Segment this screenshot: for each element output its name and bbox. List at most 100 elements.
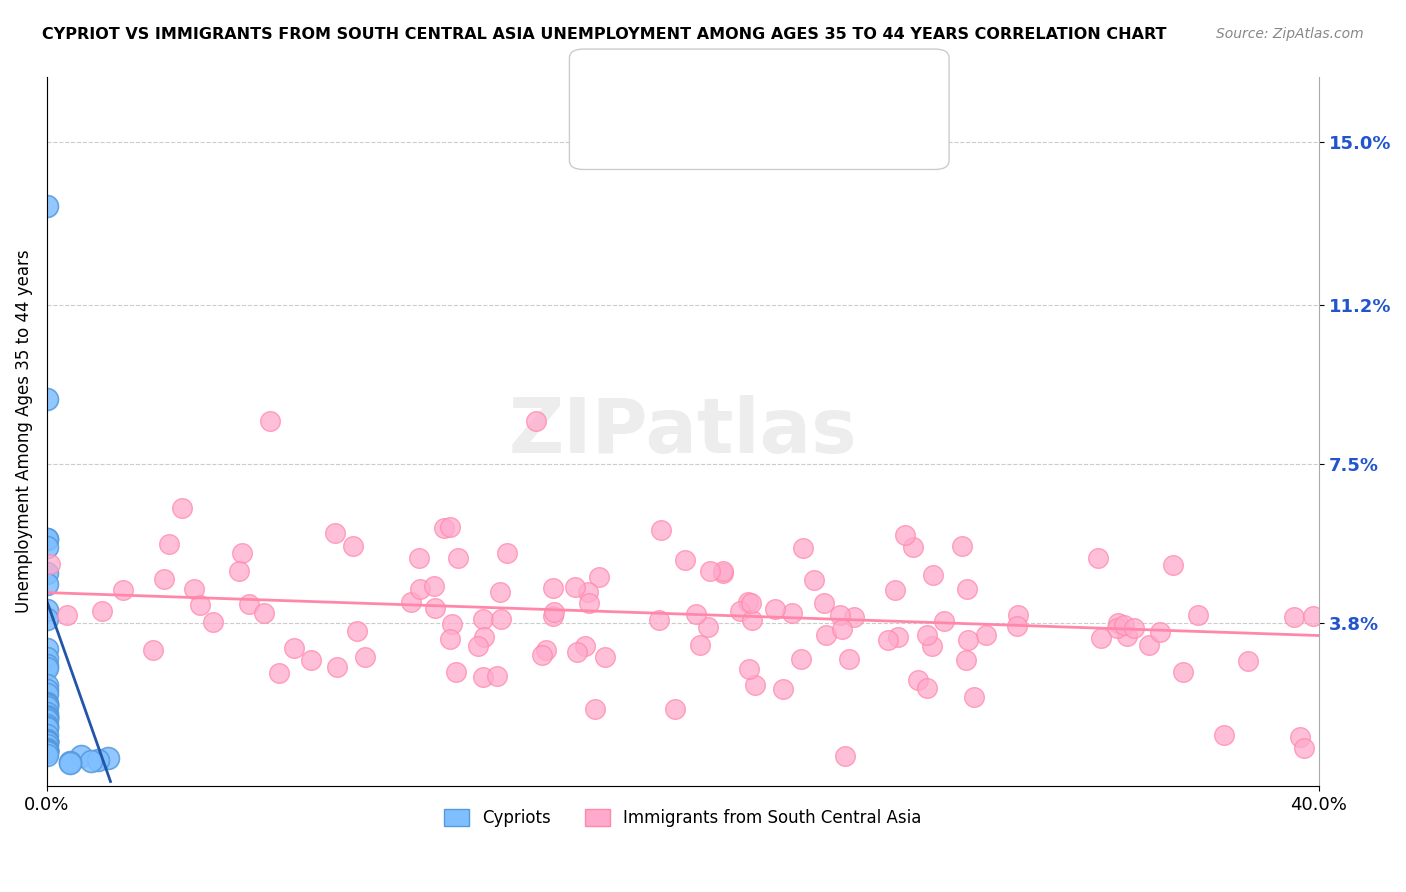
Text: R = -0.334  N =: R = -0.334 N = bbox=[605, 76, 754, 94]
Point bbox=[170, 500, 193, 515]
Point bbox=[231, 546, 253, 560]
Point bbox=[664, 702, 686, 716]
Point bbox=[578, 584, 600, 599]
Point bbox=[1149, 624, 1171, 639]
Point bbox=[894, 528, 917, 542]
Point bbox=[588, 570, 610, 584]
Point bbox=[1107, 620, 1129, 634]
Text: -0.175: -0.175 bbox=[647, 123, 711, 141]
Point bbox=[35, 709, 58, 723]
Point bbox=[831, 622, 853, 636]
Point bbox=[35, 642, 58, 657]
Point bbox=[408, 551, 430, 566]
Point bbox=[1005, 619, 1028, 633]
Point bbox=[409, 582, 432, 596]
Point bbox=[834, 749, 856, 764]
Point bbox=[534, 643, 557, 657]
Point bbox=[830, 607, 852, 622]
Point bbox=[471, 670, 494, 684]
Point bbox=[441, 616, 464, 631]
Point bbox=[737, 595, 759, 609]
Point bbox=[253, 607, 276, 621]
Point bbox=[35, 744, 58, 758]
Point bbox=[974, 627, 997, 641]
Point bbox=[524, 414, 547, 428]
Point bbox=[1007, 608, 1029, 623]
Point bbox=[446, 665, 468, 680]
Point bbox=[1087, 551, 1109, 566]
Point bbox=[1090, 631, 1112, 645]
Point bbox=[39, 557, 62, 571]
Point bbox=[472, 612, 495, 626]
Point bbox=[956, 582, 979, 596]
Point bbox=[543, 608, 565, 623]
Point bbox=[711, 564, 734, 578]
Point bbox=[111, 582, 134, 597]
Point bbox=[346, 624, 368, 639]
Point bbox=[35, 532, 58, 546]
Text: R = -0.175  N =: R = -0.175 N = bbox=[605, 123, 754, 141]
Point bbox=[35, 603, 58, 617]
Point bbox=[728, 604, 751, 618]
Point bbox=[35, 733, 58, 747]
Point bbox=[283, 640, 305, 655]
Point bbox=[790, 651, 813, 665]
Text: CYPRIOT VS IMMIGRANTS FROM SOUTH CENTRAL ASIA UNEMPLOYMENT AMONG AGES 35 TO 44 Y: CYPRIOT VS IMMIGRANTS FROM SOUTH CENTRAL… bbox=[42, 27, 1167, 42]
Point bbox=[326, 660, 349, 674]
Point bbox=[35, 711, 58, 725]
Point bbox=[955, 653, 977, 667]
Point bbox=[35, 743, 58, 757]
Point bbox=[69, 748, 91, 763]
Point bbox=[472, 631, 495, 645]
Point bbox=[1302, 608, 1324, 623]
Point bbox=[267, 666, 290, 681]
Point bbox=[915, 681, 938, 695]
Point bbox=[86, 753, 108, 767]
Point bbox=[35, 728, 58, 742]
Point bbox=[35, 566, 58, 580]
Point bbox=[35, 747, 58, 762]
Point bbox=[35, 533, 58, 547]
Legend: Cypriots, Immigrants from South Central Asia: Cypriots, Immigrants from South Central … bbox=[437, 803, 928, 834]
Point bbox=[803, 574, 825, 588]
Point bbox=[142, 642, 165, 657]
Point bbox=[35, 612, 58, 626]
Point bbox=[35, 658, 58, 673]
Point bbox=[564, 580, 586, 594]
Point bbox=[35, 661, 58, 675]
Point bbox=[35, 541, 58, 555]
Point bbox=[422, 579, 444, 593]
Point bbox=[543, 605, 565, 619]
Point bbox=[488, 585, 510, 599]
Point bbox=[35, 697, 58, 711]
Point bbox=[780, 606, 803, 620]
Point bbox=[685, 607, 707, 621]
Point bbox=[35, 734, 58, 748]
Text: 48: 48 bbox=[766, 76, 792, 94]
Point bbox=[763, 601, 786, 615]
Point bbox=[883, 582, 905, 597]
Point bbox=[59, 756, 82, 770]
Point bbox=[35, 683, 58, 698]
Point bbox=[1292, 741, 1315, 756]
Point bbox=[56, 607, 79, 622]
Text: Source: ZipAtlas.com: Source: ZipAtlas.com bbox=[1216, 27, 1364, 41]
Point bbox=[35, 699, 58, 714]
Point bbox=[887, 630, 910, 644]
Point bbox=[423, 601, 446, 615]
Point bbox=[486, 669, 509, 683]
Point bbox=[433, 521, 456, 535]
Y-axis label: Unemployment Among Ages 35 to 44 years: Unemployment Among Ages 35 to 44 years bbox=[15, 250, 32, 614]
Point bbox=[1289, 730, 1312, 744]
Point bbox=[567, 645, 589, 659]
Point bbox=[447, 551, 470, 566]
Point bbox=[650, 523, 672, 537]
Point bbox=[877, 633, 900, 648]
Point bbox=[35, 720, 58, 734]
Point bbox=[1161, 558, 1184, 573]
Point bbox=[530, 648, 553, 662]
Point bbox=[354, 649, 377, 664]
Point bbox=[1116, 629, 1139, 643]
Point bbox=[903, 540, 925, 554]
Point bbox=[153, 572, 176, 586]
